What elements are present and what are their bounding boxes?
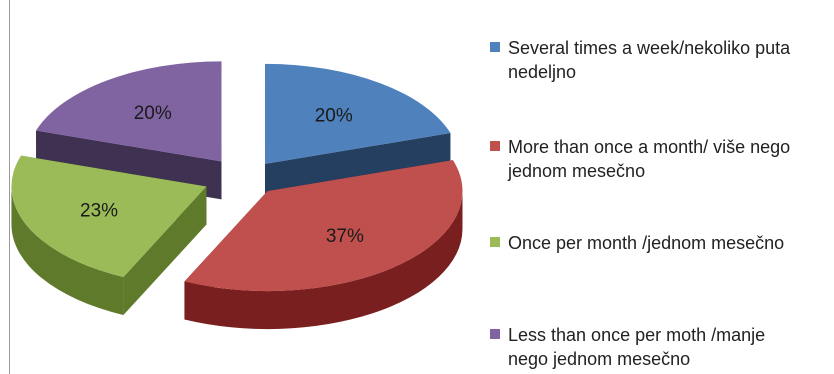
legend-item-more-than-once-a-month: More than once a month/ više nego jednom… [490,135,834,183]
pie-slice-2 [11,155,207,278]
pie-chart: 20% 37% 23% 20% [11,61,463,330]
pie-slice-label-3: 20% [134,103,172,124]
legend-swatch-red [490,141,500,151]
pie-slice-label-0: 20% [315,105,353,126]
legend-label: Once per month /jednom mesečno [508,233,785,253]
pie-slice-label-2: 23% [80,200,118,221]
legend-item-less-than-once-per-month: Less than once per moth /manje nego jedn… [490,323,834,371]
legend-item-once-per-month: Once per month /jednom mesečno [490,231,834,255]
legend-swatch-green [490,237,500,247]
legend-label: More than once a month/ više nego jednom… [508,137,791,181]
pie-slice-labels: 20% 37% 23% 20% [80,103,364,247]
legend-item-several-times-a-week: Several times a week/nekoliko puta nedel… [490,36,834,84]
pie-slice-1 [184,160,463,292]
pie-slice-side-1 [184,191,463,330]
legend-label: Several times a week/nekoliko puta nedel… [508,38,791,82]
pie-slice-side-2 [11,186,124,316]
chart-frame-line [9,0,10,374]
pie-top-faces [11,61,463,292]
pie-slice-label-1: 37% [326,226,364,247]
legend-swatch-purple [490,329,500,339]
legend-label: Less than once per moth /manje nego jedn… [508,325,766,369]
pie-slice-0 [264,63,451,164]
pie-slice-3 [36,61,222,162]
legend-swatch-blue [490,42,500,52]
